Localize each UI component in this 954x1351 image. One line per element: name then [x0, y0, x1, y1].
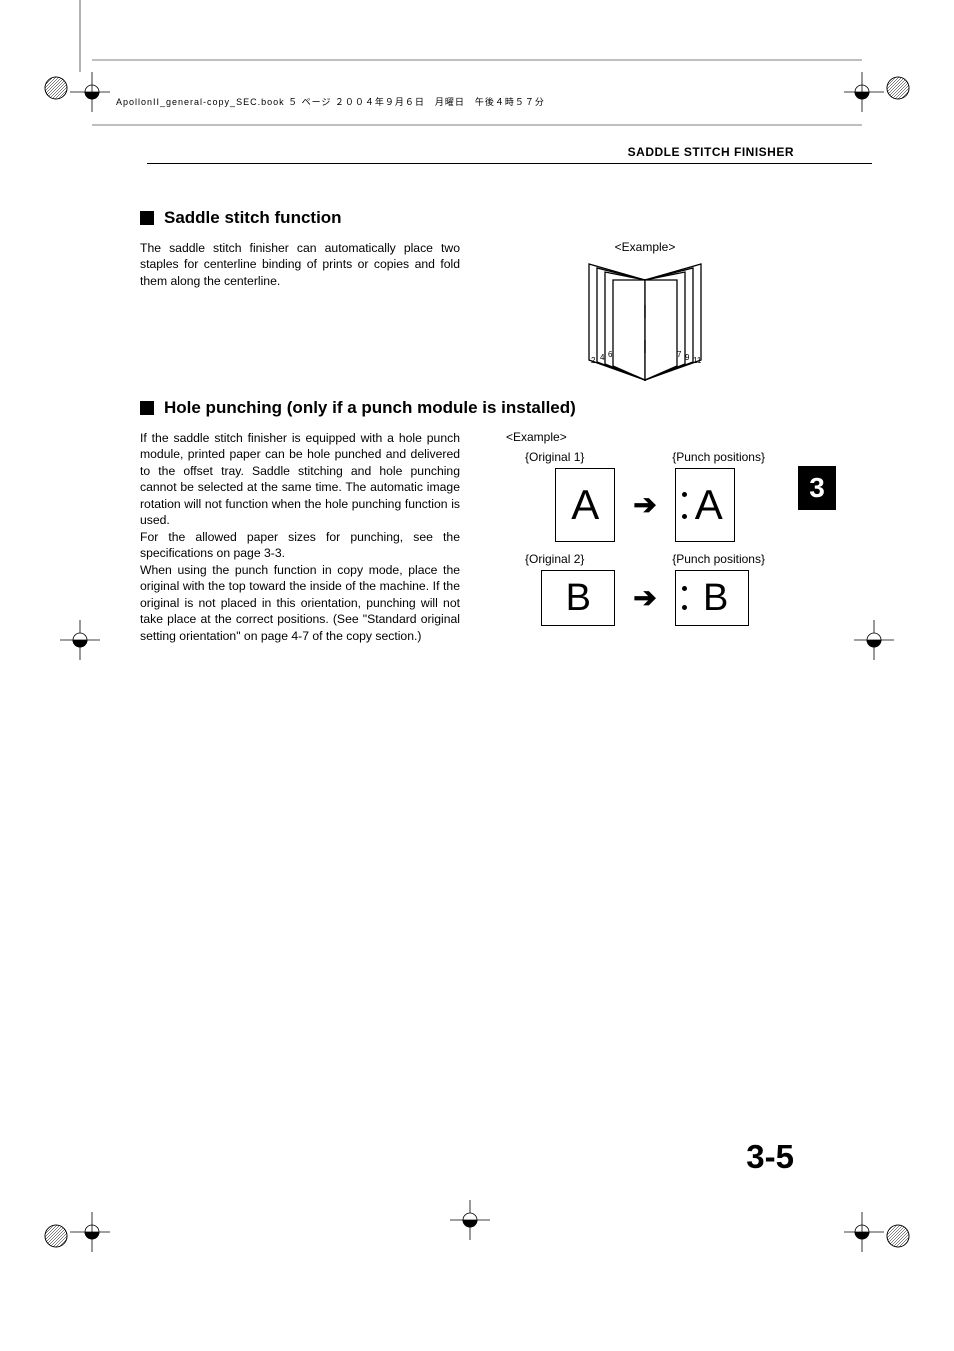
page-frame — [0, 0, 954, 1351]
